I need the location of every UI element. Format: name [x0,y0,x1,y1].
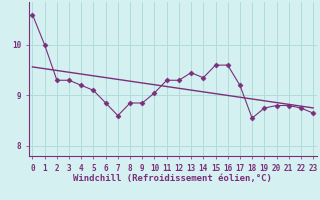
X-axis label: Windchill (Refroidissement éolien,°C): Windchill (Refroidissement éolien,°C) [73,174,272,183]
